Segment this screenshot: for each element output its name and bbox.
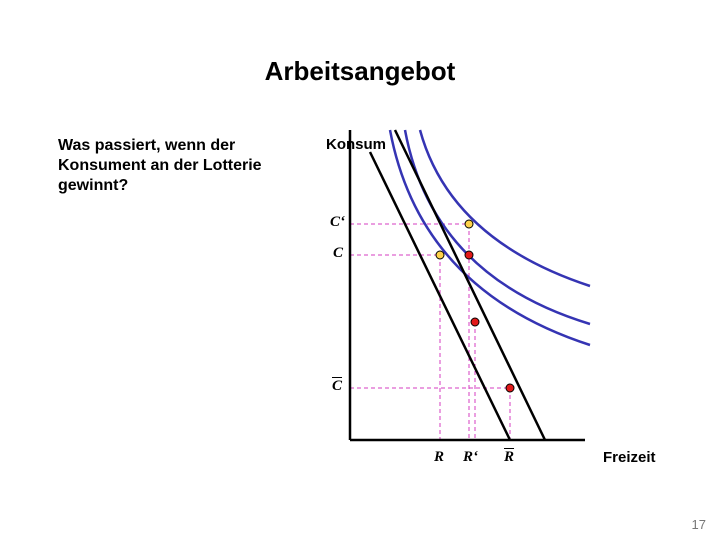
page-number: 17: [692, 517, 706, 532]
economics-diagram: [0, 0, 720, 540]
slide: Arbeitsangebot Was passiert, wenn derKon…: [0, 0, 720, 540]
